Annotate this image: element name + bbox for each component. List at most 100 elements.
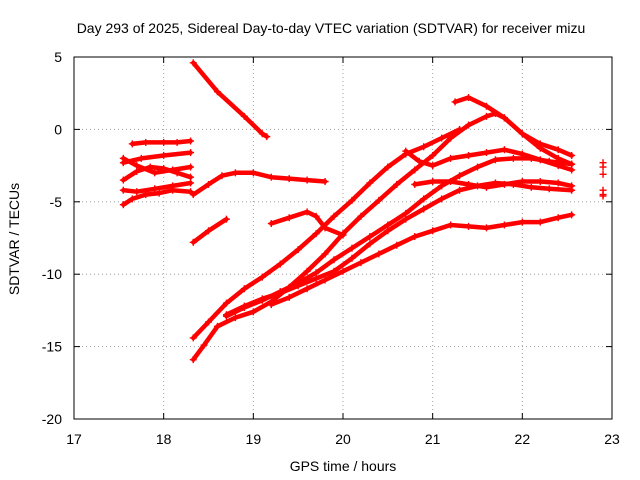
data-point bbox=[384, 227, 392, 235]
data-point bbox=[258, 295, 266, 303]
series-line bbox=[412, 179, 574, 190]
data-point bbox=[294, 282, 302, 290]
data-point bbox=[348, 196, 356, 204]
data-point bbox=[366, 240, 374, 248]
series-line bbox=[224, 180, 574, 317]
data-point bbox=[456, 172, 464, 180]
y-tick-label: -15 bbox=[42, 339, 62, 355]
series-s16 bbox=[402, 146, 576, 174]
data-point bbox=[447, 178, 455, 186]
data-point bbox=[429, 162, 437, 170]
data-point bbox=[465, 180, 473, 188]
data-point bbox=[402, 147, 410, 155]
y-tick-label: -5 bbox=[50, 194, 63, 210]
data-point bbox=[189, 356, 197, 364]
data-point bbox=[420, 143, 428, 151]
x-tick-label: 17 bbox=[66, 431, 82, 447]
data-point bbox=[321, 250, 329, 258]
data-point bbox=[568, 182, 576, 190]
data-point bbox=[189, 334, 197, 342]
series-s19 bbox=[599, 159, 607, 200]
data-point bbox=[429, 178, 437, 186]
series-s11 bbox=[189, 125, 464, 342]
y-axis-label: SDTVAR / TECUs bbox=[6, 183, 22, 295]
data-point bbox=[249, 308, 257, 316]
data-point bbox=[285, 214, 293, 222]
data-point bbox=[465, 151, 473, 159]
series-s6 bbox=[119, 186, 195, 209]
data-point bbox=[491, 156, 499, 164]
data-point bbox=[366, 179, 374, 187]
data-point bbox=[357, 212, 365, 220]
data-point bbox=[500, 221, 508, 229]
series-s8 bbox=[189, 169, 329, 199]
data-point bbox=[411, 233, 419, 241]
data-point bbox=[258, 273, 266, 281]
data-point bbox=[160, 138, 168, 146]
data-point bbox=[420, 205, 428, 213]
data-point bbox=[321, 276, 329, 284]
data-point bbox=[330, 212, 338, 220]
y-tick-label: -10 bbox=[42, 266, 62, 282]
data-point bbox=[482, 224, 490, 232]
data-point bbox=[294, 246, 302, 254]
data-point bbox=[189, 59, 197, 67]
series-s3 bbox=[119, 149, 195, 167]
data-point bbox=[133, 167, 141, 175]
y-tick-label: 0 bbox=[54, 121, 62, 137]
data-point bbox=[160, 164, 168, 172]
data-point bbox=[160, 151, 168, 159]
data-point bbox=[438, 195, 446, 203]
data-point bbox=[155, 189, 163, 197]
data-point bbox=[303, 176, 311, 184]
data-point bbox=[285, 175, 293, 183]
data-point bbox=[465, 222, 473, 230]
data-point bbox=[554, 179, 562, 187]
data-point bbox=[599, 170, 607, 178]
series-line bbox=[121, 150, 193, 165]
data-point bbox=[285, 293, 293, 301]
data-point bbox=[231, 169, 239, 177]
data-point bbox=[465, 121, 473, 129]
y-tick-label: 5 bbox=[54, 49, 62, 65]
data-point bbox=[339, 267, 347, 275]
data-point bbox=[200, 341, 208, 349]
data-point bbox=[599, 192, 607, 200]
series-line bbox=[269, 209, 346, 238]
series-s4 bbox=[119, 163, 195, 184]
data-point bbox=[536, 218, 544, 226]
data-point bbox=[205, 318, 212, 326]
data-point bbox=[447, 134, 455, 142]
data-point bbox=[518, 218, 526, 226]
data-point bbox=[357, 259, 365, 267]
data-point bbox=[447, 221, 455, 229]
data-point bbox=[474, 163, 481, 171]
x-tick-label: 20 bbox=[335, 431, 351, 447]
data-point bbox=[119, 176, 127, 184]
data-point bbox=[151, 169, 159, 177]
data-point bbox=[303, 267, 311, 275]
data-point bbox=[128, 140, 136, 148]
x-tick-label: 22 bbox=[515, 431, 531, 447]
data-point bbox=[438, 134, 446, 142]
series-line bbox=[191, 60, 270, 139]
data-point bbox=[189, 191, 197, 199]
data-point bbox=[375, 196, 383, 204]
data-point bbox=[258, 130, 266, 138]
data-point bbox=[173, 138, 181, 146]
data-point bbox=[213, 88, 221, 96]
series-s7 bbox=[189, 59, 271, 141]
data-point bbox=[568, 166, 576, 174]
data-point bbox=[137, 154, 145, 162]
data-point bbox=[348, 244, 356, 252]
data-point bbox=[213, 322, 221, 330]
data-point bbox=[465, 94, 473, 102]
data-point bbox=[568, 211, 576, 219]
data-point bbox=[393, 180, 401, 188]
data-point bbox=[429, 227, 437, 235]
data-point bbox=[205, 227, 212, 235]
data-point bbox=[142, 138, 150, 146]
data-point bbox=[482, 112, 490, 120]
data-point bbox=[267, 173, 275, 181]
